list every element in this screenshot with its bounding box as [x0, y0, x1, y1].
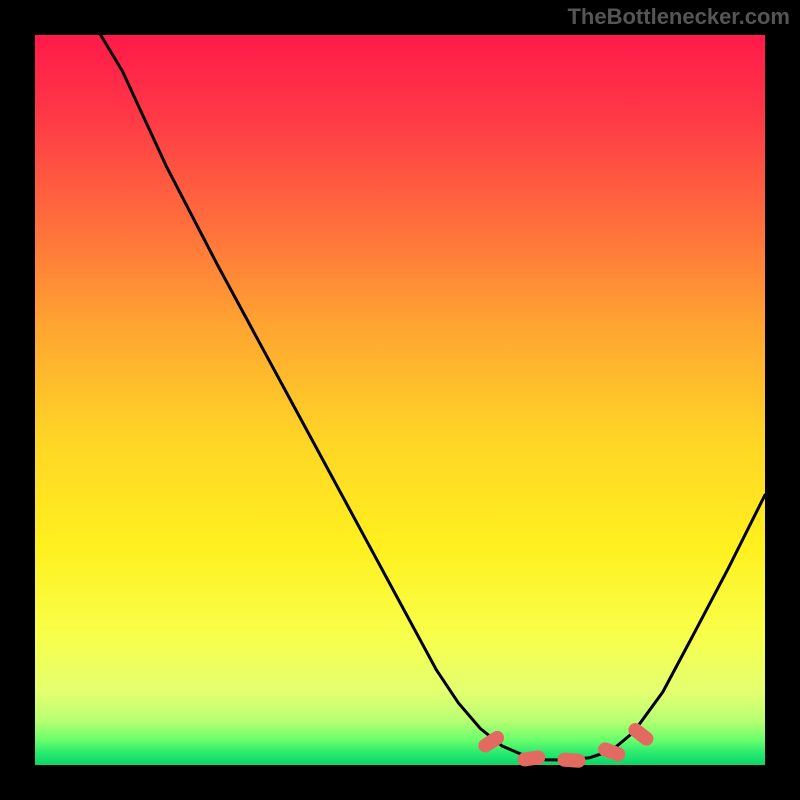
- chart-canvas: [0, 0, 800, 800]
- bottleneck-marker: [557, 752, 586, 768]
- plot-gradient-background: [35, 35, 765, 765]
- watermark-text: TheBottlenecker.com: [567, 4, 790, 30]
